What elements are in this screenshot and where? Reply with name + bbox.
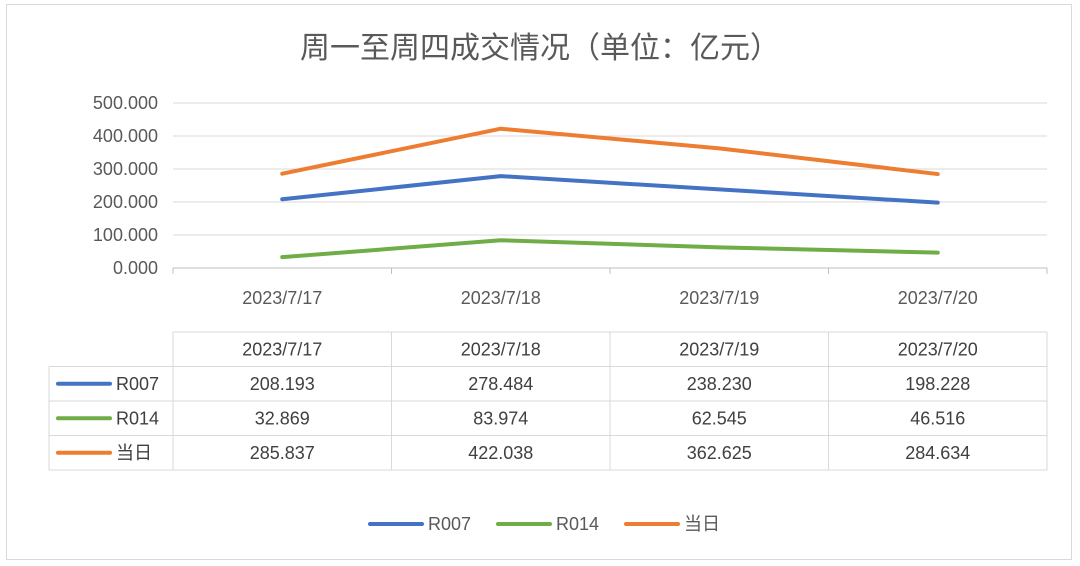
table-cell: 285.837	[250, 443, 315, 463]
table-row-label: 当日	[116, 443, 152, 463]
table-cell: 83.974	[473, 408, 528, 428]
series-line-当日	[280, 126, 940, 177]
table-cell: 208.193	[250, 374, 315, 394]
table-cell: 422.038	[468, 443, 533, 463]
series-line-R014	[280, 238, 940, 260]
table-header-cell: 2023/7/18	[461, 339, 541, 359]
table-cell: 284.634	[905, 443, 970, 463]
legend-label: R007	[428, 514, 471, 534]
y-tick-label: 300.000	[93, 159, 158, 179]
table-cell: 238.230	[687, 374, 752, 394]
x-tick-label: 2023/7/19	[679, 288, 759, 308]
y-tick-label: 400.000	[93, 126, 158, 146]
legend-label: R014	[556, 514, 599, 534]
legend-label: 当日	[684, 514, 720, 534]
y-tick-label: 200.000	[93, 192, 158, 212]
table-cell: 62.545	[692, 408, 747, 428]
table-header-cell: 2023/7/19	[679, 339, 759, 359]
x-tick-label: 2023/7/20	[898, 288, 978, 308]
chart-frame	[6, 4, 1072, 560]
y-tick-label: 100.000	[93, 225, 158, 245]
table-cell: 278.484	[468, 374, 533, 394]
table-cell: 32.869	[255, 408, 310, 428]
table-cell: 198.228	[905, 374, 970, 394]
table-row-label: R014	[116, 408, 159, 428]
table-row-label: R007	[116, 374, 159, 394]
series-line-R007	[280, 174, 940, 205]
table-header-cell: 2023/7/20	[898, 339, 978, 359]
y-tick-label: 0.000	[113, 258, 158, 278]
y-tick-label: 500.000	[93, 93, 158, 113]
table-cell: 46.516	[910, 408, 965, 428]
table-header-cell: 2023/7/17	[242, 339, 322, 359]
chart-title: 周一至周四成交情况（单位：亿元）	[300, 31, 780, 66]
table-cell: 362.625	[687, 443, 752, 463]
x-tick-label: 2023/7/17	[242, 288, 322, 308]
x-tick-label: 2023/7/18	[461, 288, 541, 308]
